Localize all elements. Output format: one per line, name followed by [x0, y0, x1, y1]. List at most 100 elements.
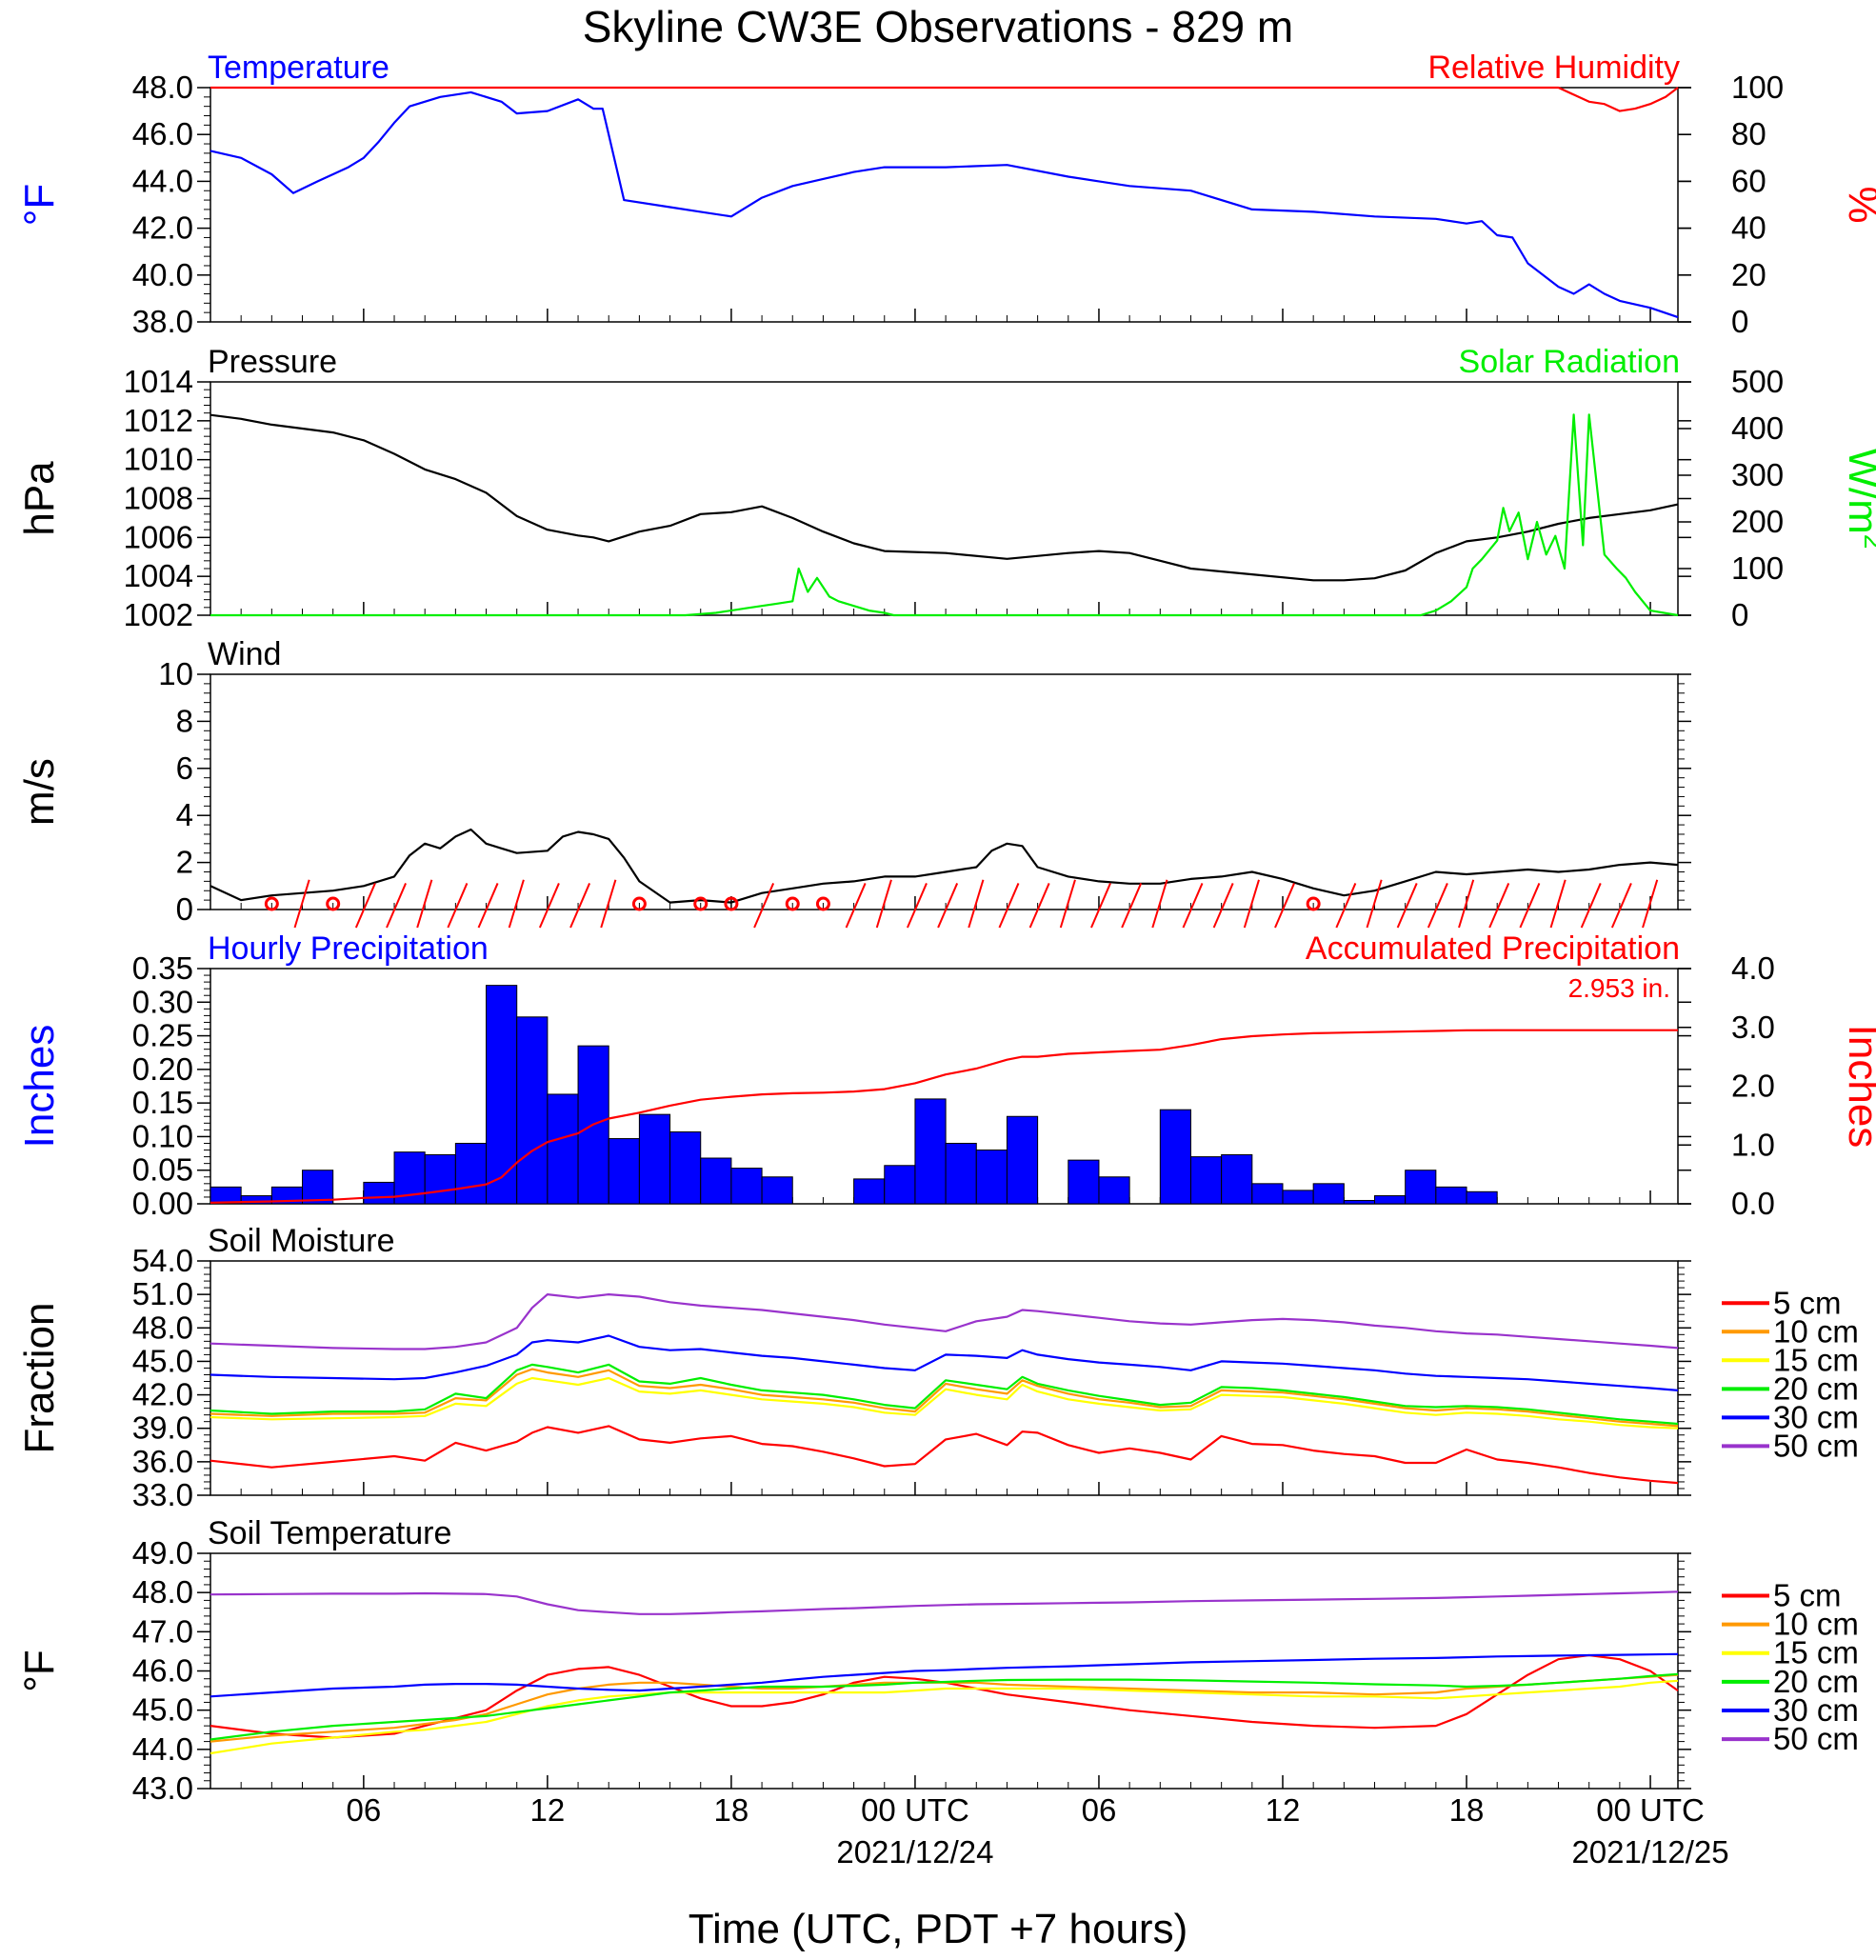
- wind-calm-circle: [815, 896, 830, 911]
- y-right-tick-label: 2.0: [1731, 1069, 1775, 1104]
- y-right-tick-label: 0.0: [1731, 1186, 1775, 1221]
- plot-frame: [210, 87, 1679, 323]
- y-right-tick-label: 0: [1731, 304, 1748, 339]
- y-tick-label: 1010: [124, 442, 193, 477]
- wind-calm-circle: [326, 896, 341, 911]
- wind-barb: [1610, 883, 1632, 929]
- precip-bar: [853, 1178, 886, 1205]
- figure-title: Skyline CW3E Observations - 829 m: [583, 2, 1294, 51]
- y-right-tick-label: 0: [1731, 597, 1748, 632]
- y-tick-label: 54.0: [132, 1243, 193, 1278]
- wind-barb: [1028, 883, 1050, 929]
- wind-barb: [937, 883, 959, 929]
- series-line-5-cm: [210, 1425, 1679, 1485]
- wind-barb: [875, 879, 892, 929]
- panel-title-left: Soil Temperature: [208, 1515, 451, 1551]
- precip-bar: [547, 1093, 579, 1205]
- x-tick-date: 2021/12/25: [1571, 1834, 1728, 1870]
- plot-frame: [210, 673, 1679, 910]
- precip-bar: [1251, 1183, 1284, 1205]
- series-line-relative-humidity: [210, 86, 1679, 112]
- wind-barb: [998, 883, 1020, 929]
- x-tick-label: 06: [346, 1792, 381, 1828]
- panel-title-left: Hourly Precipitation: [208, 930, 489, 967]
- y-tick-label: 44.0: [132, 163, 193, 198]
- wind-calm-circle: [785, 896, 800, 911]
- y-axis-label-right-superscript: 2: [1859, 534, 1876, 550]
- legend-label: 15 cm: [1773, 1635, 1859, 1670]
- legend-label: 10 cm: [1773, 1607, 1859, 1642]
- y-right-tick-label: 80: [1731, 116, 1766, 151]
- y-tick-label: 39.0: [132, 1410, 193, 1446]
- series-line-20-cm: [210, 1363, 1679, 1426]
- y-right-tick-label: 100: [1731, 70, 1784, 105]
- y-tick-label: 6: [176, 750, 193, 786]
- y-tick-label: 45.0: [132, 1692, 193, 1728]
- panel-title-right: Solar Radiation: [1459, 344, 1680, 380]
- precip-bar: [638, 1113, 671, 1205]
- precip-bar: [945, 1142, 977, 1205]
- y-axis-label: m/s: [16, 758, 63, 826]
- y-right-tick-label: 40: [1731, 210, 1766, 246]
- y-tick-label: 0: [176, 891, 193, 927]
- legend-label: 10 cm: [1773, 1313, 1859, 1349]
- panel-temperature: 38.0 40.0 42.0 44.0 46.0 48.0 0 20 40 60 80 100 Temp…: [16, 50, 1876, 339]
- y-tick-label: 51.0: [132, 1276, 193, 1311]
- y-right-tick-label: 1.0: [1731, 1127, 1775, 1162]
- x-tick-date: 2021/12/24: [836, 1834, 993, 1870]
- wind-calm-circle: [264, 896, 279, 911]
- y-tick-label: 36.0: [132, 1444, 193, 1479]
- precip-bar: [1006, 1115, 1039, 1205]
- x-tick-label: 12: [1266, 1792, 1301, 1828]
- legend-label: 5 cm: [1773, 1285, 1842, 1320]
- y-tick-label: 0.00: [132, 1186, 193, 1221]
- precip-bar: [454, 1142, 488, 1205]
- panels-group: 38.040.042.044.046.048.0020406080100Temp…: [16, 50, 1876, 1806]
- wind-barb: [968, 879, 985, 929]
- series-line-50-cm: [210, 1590, 1679, 1615]
- y-tick-label: 42.0: [132, 1377, 193, 1412]
- precip-bar: [884, 1165, 916, 1205]
- precip-bar: [302, 1170, 334, 1205]
- precip-bar: [1189, 1156, 1223, 1205]
- x-tick-label: 00 UTC: [1596, 1792, 1705, 1828]
- y-right-tick-label: 4.0: [1731, 950, 1775, 986]
- y-tick-label: 47.0: [132, 1613, 193, 1649]
- panel-title-left: Temperature: [208, 50, 389, 86]
- x-tick-label: 00 UTC: [861, 1792, 969, 1828]
- wind-barb: [1151, 879, 1168, 929]
- series-line-10-cm: [210, 1368, 1679, 1428]
- y-right-tick-label: 20: [1731, 257, 1766, 292]
- wind-barb: [907, 883, 928, 929]
- precip-bar: [1312, 1183, 1345, 1205]
- wind-barb: [447, 883, 469, 929]
- series-line-15-cm: [210, 1376, 1679, 1430]
- legend-label: 30 cm: [1773, 1399, 1859, 1434]
- series-line-wind: [210, 828, 1679, 904]
- wind-barb: [1519, 883, 1541, 929]
- precip-bar: [1466, 1190, 1498, 1205]
- y-tick-label: 48.0: [132, 1574, 193, 1610]
- y-tick-label: 45.0: [132, 1343, 193, 1378]
- y-axis-label: °F: [16, 1650, 63, 1691]
- wind-barb: [1488, 883, 1510, 929]
- legend-label: 5 cm: [1773, 1577, 1842, 1612]
- series-line-30-cm: [210, 1334, 1679, 1391]
- wind-barb: [1580, 883, 1602, 929]
- y-right-tick-label: 3.0: [1731, 1010, 1775, 1045]
- wind-barb: [1458, 879, 1475, 929]
- wind-calm-circle: [631, 896, 647, 911]
- precip-bar: [516, 1016, 549, 1205]
- panel-title-left: Soil Moisture: [208, 1223, 395, 1259]
- series-line-30-cm: [210, 1652, 1679, 1698]
- wind-barb: [354, 883, 376, 929]
- wind-barb: [1366, 879, 1383, 929]
- y-tick-label: 1006: [124, 519, 193, 554]
- precip-bar: [761, 1176, 793, 1205]
- legend-label: 15 cm: [1773, 1342, 1859, 1377]
- wind-barb: [416, 879, 433, 929]
- series-line-15-cm: [210, 1679, 1679, 1755]
- legend-label: 50 cm: [1773, 1428, 1859, 1463]
- panel-soil_temperature: 43.044.045.046.0 47.048.0 49.0 Soil Tempera…: [16, 1515, 1859, 1806]
- y-tick-label: 49.0: [132, 1535, 193, 1570]
